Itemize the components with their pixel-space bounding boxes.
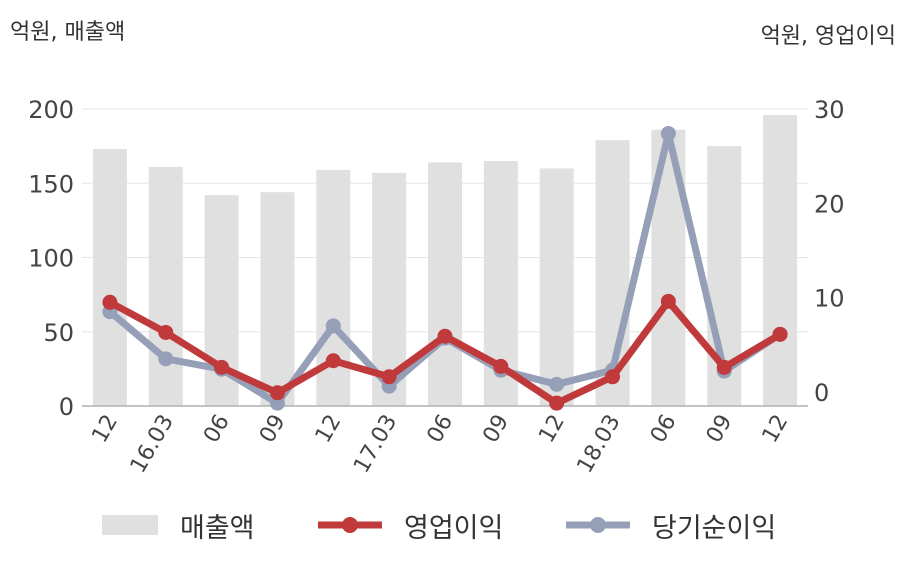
revenue-bar-12 — [763, 114, 798, 406]
x-tick-label-11: 09 — [702, 411, 738, 448]
x-tick-label-0: 12 — [87, 411, 123, 448]
x-tick-label-5: 17.03 — [349, 411, 402, 478]
legend-swatch-gray-line-icon — [566, 517, 630, 533]
right-tick-label-0: 0 — [814, 379, 829, 407]
operating-profit-point-1 — [158, 324, 174, 340]
revenue-bar-6 — [428, 162, 462, 406]
revenue-bar-3 — [260, 192, 295, 406]
line-series — [102, 126, 788, 411]
x-tick-label-3: 09 — [255, 411, 291, 448]
operating-profit-point-4 — [325, 353, 341, 369]
right-tick-label-1: 10 — [814, 285, 845, 313]
legend-item-revenue: 매출액 — [102, 500, 255, 550]
legend: 매출액 영업이익 당기순이익 — [0, 500, 908, 550]
right-axis-ticks: 0 10 20 30 — [814, 96, 845, 407]
x-tick-label-2: 06 — [199, 411, 235, 448]
x-tick-label-8: 12 — [534, 411, 570, 448]
x-tick-label-9: 18.03 — [573, 411, 626, 478]
x-tick-label-6: 06 — [423, 411, 459, 448]
left-tick-label-2: 100 — [28, 245, 74, 273]
legend-item-operating-profit: 영업이익 — [318, 500, 503, 550]
x-tick-label-4: 12 — [311, 411, 347, 448]
x-tick-label-12: 12 — [758, 411, 794, 448]
left-axis-unit: 억원, 매출액 — [10, 20, 126, 45]
legend-label-revenue: 매출액 — [180, 512, 255, 544]
operating-profit-point-10 — [660, 293, 676, 309]
x-tick-label-10: 06 — [646, 411, 682, 448]
left-tick-label-3: 150 — [28, 170, 74, 198]
right-tick-label-3: 30 — [814, 96, 845, 124]
operating-profit-point-3 — [269, 385, 285, 401]
net-profit-point-8 — [549, 376, 565, 392]
right-tick-label-2: 20 — [814, 190, 845, 218]
legend-swatch-bar-icon — [102, 515, 158, 535]
operating-profit-point-6 — [437, 328, 453, 344]
left-tick-label-1: 50 — [43, 319, 74, 347]
legend-item-net-profit: 당기순이익 — [566, 500, 776, 550]
operating-profit-point-5 — [381, 369, 397, 385]
operating-profit-point-7 — [493, 358, 509, 374]
net-profit-point-1 — [158, 351, 174, 367]
left-axis-ticks: 0 50 100 150 200 — [28, 96, 74, 421]
left-tick-label-0: 0 — [59, 393, 74, 421]
revenue-bar-1 — [148, 166, 183, 406]
operating-profit-point-11 — [716, 359, 732, 375]
x-tick-label-1: 16.03 — [126, 411, 179, 478]
operating-profit-point-9 — [605, 369, 621, 385]
right-axis-unit: 억원, 영업이익 — [760, 24, 896, 49]
legend-label-net-profit: 당기순이익 — [652, 512, 777, 544]
x-axis-ticks: 12 16.03 06 09 12 17.03 06 09 12 18.03 06 09 12 — [87, 411, 793, 478]
operating-profit-point-2 — [214, 359, 230, 375]
x-tick-label-7: 09 — [478, 411, 514, 448]
left-tick-label-4: 200 — [28, 96, 74, 124]
revenue-bar-8 — [539, 168, 574, 406]
legend-label-operating-profit: 영업이익 — [404, 512, 504, 544]
operating-profit-point-8 — [549, 395, 565, 411]
operating-profit-point-0 — [102, 294, 118, 310]
net-profit-point-3 — [269, 395, 285, 411]
net-profit-point-10 — [660, 126, 676, 142]
legend-swatch-red-line-icon — [318, 517, 382, 533]
net-profit-point-4 — [325, 318, 341, 334]
revenue-bar-0 — [92, 149, 127, 406]
operating-profit-point-12 — [772, 326, 788, 342]
